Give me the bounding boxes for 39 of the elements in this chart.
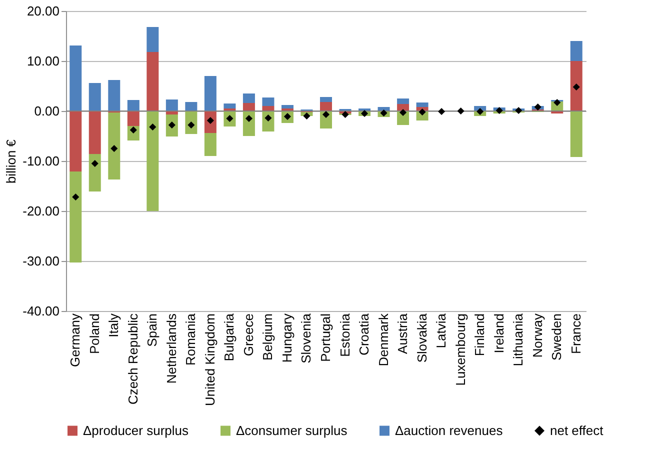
x-tick-label: Bulgaria [222,312,237,362]
x-tick-label: Estonia [337,312,352,357]
x-tick-label: Czech Republic [125,313,140,405]
legend-label: Δauction revenues [395,422,504,438]
x-tick-label: Norway [530,313,545,358]
x-tick-label: United Kingdom [202,314,218,406]
y-axis-title: billion € [4,138,19,184]
x-tick-label: Croatia [356,312,372,356]
x-tick-label: Germany [68,313,83,367]
y-tick-label: 20.00 [26,4,60,18]
x-tick-label: France [568,314,584,354]
x-tick-label: Lithuania [510,312,526,366]
x-tick-label: Sweden [549,314,564,360]
y-tick-label: -30.00 [22,254,60,268]
x-tick-label: Hungary [279,313,294,363]
x-tick-label: Netherlands [164,313,179,384]
legend-label: Δproducer surplus [83,422,190,438]
legend-label: Δconsumer surplus [236,422,348,438]
y-tick-label: 0.00 [34,104,60,118]
x-tick-label: Ireland [491,314,506,354]
x-tick-label: Luxembourg [452,314,468,386]
x-tick-label: Spain [144,314,160,347]
x-tick-label: Slovenia [298,312,314,364]
x-tick-label: Finland [472,314,488,356]
y-tick-label: -40.00 [22,304,60,318]
x-tick-label: Italy [106,313,122,338]
x-tick-label: Greece [240,314,256,356]
x-tick-label: Latvia [434,312,449,348]
y-tick-label: 10.00 [26,54,60,68]
x-tick-label: Austria [395,312,410,354]
x-tick-label: Belgium [260,314,276,360]
x-tick-label: Slovakia [414,312,430,363]
x-tick-label: Denmark [376,313,391,366]
x-tick-label: Romania [183,312,198,366]
x-tick-label: Poland [86,314,102,354]
x-tick-label: Portugal [318,313,333,362]
legend-label: net effect [550,422,604,438]
y-tick-label: -20.00 [22,204,60,218]
y-tick-label: -10.00 [22,154,60,168]
